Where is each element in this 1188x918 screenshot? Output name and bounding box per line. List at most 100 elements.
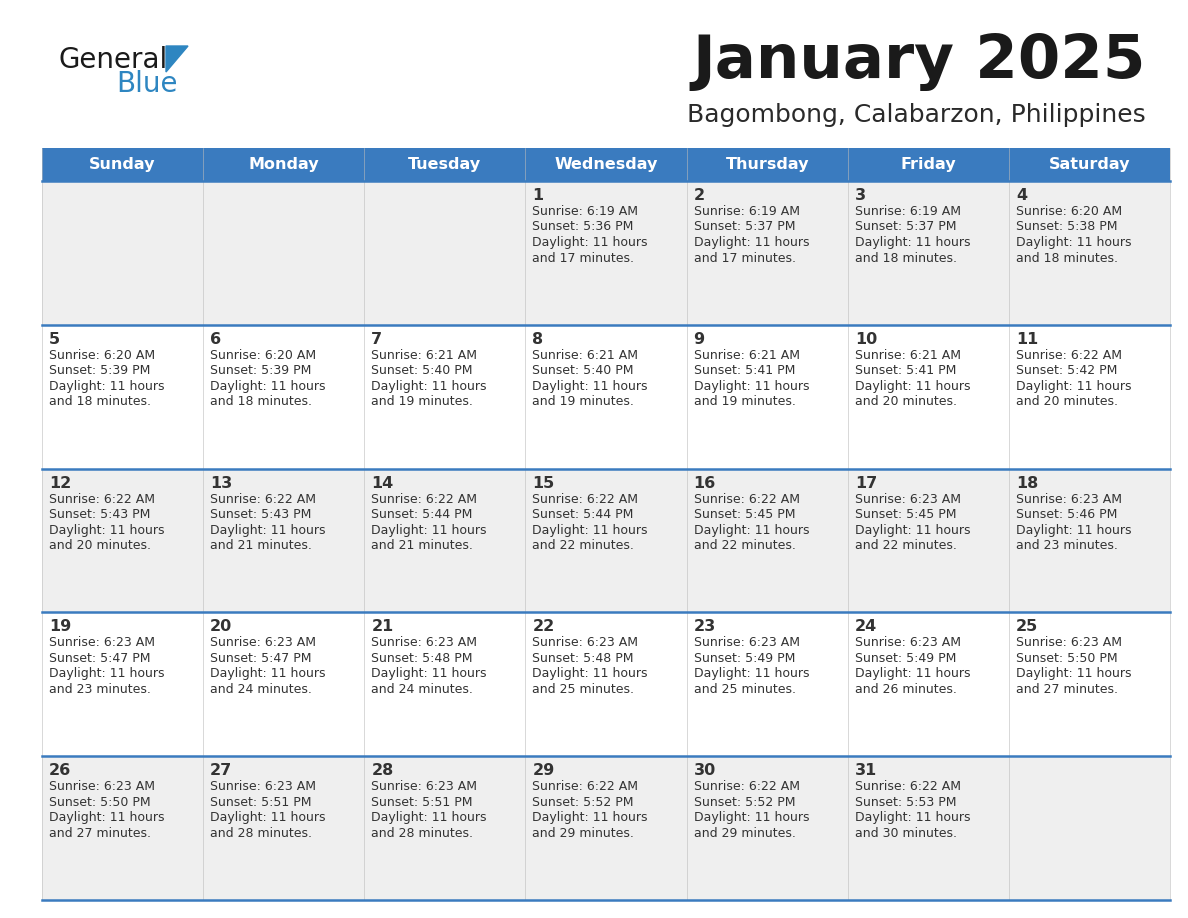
Text: 19: 19 xyxy=(49,620,71,634)
Text: Sunrise: 6:23 AM: Sunrise: 6:23 AM xyxy=(854,493,961,506)
Text: 6: 6 xyxy=(210,331,221,347)
Text: Daylight: 11 hours: Daylight: 11 hours xyxy=(210,523,326,537)
Text: Sunrise: 6:23 AM: Sunrise: 6:23 AM xyxy=(694,636,800,649)
Bar xyxy=(365,148,525,181)
Bar xyxy=(42,148,203,181)
Text: Daylight: 11 hours: Daylight: 11 hours xyxy=(532,380,647,393)
Text: Sunset: 5:51 PM: Sunset: 5:51 PM xyxy=(372,796,473,809)
Text: Sunrise: 6:19 AM: Sunrise: 6:19 AM xyxy=(532,205,638,218)
Text: Sunrise: 6:23 AM: Sunrise: 6:23 AM xyxy=(1016,636,1121,649)
Text: and 20 minutes.: and 20 minutes. xyxy=(854,396,956,409)
Bar xyxy=(525,612,687,756)
Text: and 24 minutes.: and 24 minutes. xyxy=(372,683,473,696)
Text: Sunrise: 6:21 AM: Sunrise: 6:21 AM xyxy=(532,349,638,362)
Text: 12: 12 xyxy=(49,476,71,490)
Text: Sunrise: 6:20 AM: Sunrise: 6:20 AM xyxy=(1016,205,1121,218)
Text: Blue: Blue xyxy=(116,70,177,98)
Text: Sunrise: 6:23 AM: Sunrise: 6:23 AM xyxy=(532,636,638,649)
Text: Tuesday: Tuesday xyxy=(409,157,481,172)
Bar xyxy=(848,148,1009,181)
Text: Sunrise: 6:23 AM: Sunrise: 6:23 AM xyxy=(49,636,154,649)
Bar xyxy=(525,181,687,325)
Text: and 19 minutes.: and 19 minutes. xyxy=(372,396,473,409)
Polygon shape xyxy=(166,46,188,72)
Text: Sunrise: 6:23 AM: Sunrise: 6:23 AM xyxy=(210,780,316,793)
Text: Daylight: 11 hours: Daylight: 11 hours xyxy=(210,812,326,824)
Text: Sunrise: 6:21 AM: Sunrise: 6:21 AM xyxy=(372,349,478,362)
Text: and 26 minutes.: and 26 minutes. xyxy=(854,683,956,696)
Text: 22: 22 xyxy=(532,620,555,634)
Text: 17: 17 xyxy=(854,476,877,490)
Bar xyxy=(687,612,848,756)
Text: and 29 minutes.: and 29 minutes. xyxy=(694,827,796,840)
Text: Wednesday: Wednesday xyxy=(555,157,658,172)
Text: Daylight: 11 hours: Daylight: 11 hours xyxy=(49,812,164,824)
Text: Sunrise: 6:22 AM: Sunrise: 6:22 AM xyxy=(532,780,638,793)
Text: Sunset: 5:52 PM: Sunset: 5:52 PM xyxy=(694,796,795,809)
Text: Sunrise: 6:22 AM: Sunrise: 6:22 AM xyxy=(854,780,961,793)
Text: 5: 5 xyxy=(49,331,61,347)
Text: Sunrise: 6:20 AM: Sunrise: 6:20 AM xyxy=(210,349,316,362)
Text: Bagombong, Calabarzon, Philippines: Bagombong, Calabarzon, Philippines xyxy=(687,103,1146,127)
Text: Daylight: 11 hours: Daylight: 11 hours xyxy=(694,380,809,393)
Bar xyxy=(203,468,365,612)
Text: and 18 minutes.: and 18 minutes. xyxy=(1016,252,1118,264)
Text: Daylight: 11 hours: Daylight: 11 hours xyxy=(210,667,326,680)
Text: and 28 minutes.: and 28 minutes. xyxy=(372,827,473,840)
Text: 30: 30 xyxy=(694,763,716,778)
Text: Daylight: 11 hours: Daylight: 11 hours xyxy=(694,812,809,824)
Text: Daylight: 11 hours: Daylight: 11 hours xyxy=(532,812,647,824)
Text: 8: 8 xyxy=(532,331,544,347)
Text: 24: 24 xyxy=(854,620,877,634)
Text: Daylight: 11 hours: Daylight: 11 hours xyxy=(372,380,487,393)
Bar xyxy=(1009,468,1170,612)
Text: Sunrise: 6:22 AM: Sunrise: 6:22 AM xyxy=(1016,349,1121,362)
Text: and 21 minutes.: and 21 minutes. xyxy=(372,539,473,552)
Text: Sunset: 5:40 PM: Sunset: 5:40 PM xyxy=(532,364,634,377)
Text: 9: 9 xyxy=(694,331,704,347)
Text: 21: 21 xyxy=(372,620,393,634)
Text: Sunset: 5:45 PM: Sunset: 5:45 PM xyxy=(694,508,795,521)
Bar xyxy=(365,181,525,325)
Bar xyxy=(42,468,203,612)
Text: Sunset: 5:47 PM: Sunset: 5:47 PM xyxy=(210,652,311,665)
Text: Daylight: 11 hours: Daylight: 11 hours xyxy=(532,236,647,249)
Text: Sunrise: 6:21 AM: Sunrise: 6:21 AM xyxy=(694,349,800,362)
Text: Daylight: 11 hours: Daylight: 11 hours xyxy=(854,667,971,680)
Text: Sunrise: 6:19 AM: Sunrise: 6:19 AM xyxy=(694,205,800,218)
Bar xyxy=(848,612,1009,756)
Bar xyxy=(203,148,365,181)
Text: Sunset: 5:41 PM: Sunset: 5:41 PM xyxy=(694,364,795,377)
Text: Daylight: 11 hours: Daylight: 11 hours xyxy=(372,667,487,680)
Bar xyxy=(365,612,525,756)
Text: and 29 minutes.: and 29 minutes. xyxy=(532,827,634,840)
Text: 29: 29 xyxy=(532,763,555,778)
Text: Daylight: 11 hours: Daylight: 11 hours xyxy=(49,380,164,393)
Text: Daylight: 11 hours: Daylight: 11 hours xyxy=(49,523,164,537)
Text: Sunrise: 6:23 AM: Sunrise: 6:23 AM xyxy=(49,780,154,793)
Text: and 20 minutes.: and 20 minutes. xyxy=(49,539,151,552)
Text: and 23 minutes.: and 23 minutes. xyxy=(49,683,151,696)
Text: 27: 27 xyxy=(210,763,233,778)
Text: and 27 minutes.: and 27 minutes. xyxy=(49,827,151,840)
Text: Sunset: 5:45 PM: Sunset: 5:45 PM xyxy=(854,508,956,521)
Text: Monday: Monday xyxy=(248,157,320,172)
Text: 10: 10 xyxy=(854,331,877,347)
Text: and 25 minutes.: and 25 minutes. xyxy=(532,683,634,696)
Text: and 20 minutes.: and 20 minutes. xyxy=(1016,396,1118,409)
Text: and 27 minutes.: and 27 minutes. xyxy=(1016,683,1118,696)
Text: 1: 1 xyxy=(532,188,544,203)
Bar xyxy=(1009,612,1170,756)
Bar xyxy=(203,325,365,468)
Text: 15: 15 xyxy=(532,476,555,490)
Text: Daylight: 11 hours: Daylight: 11 hours xyxy=(1016,667,1131,680)
Text: and 17 minutes.: and 17 minutes. xyxy=(694,252,796,264)
Text: Daylight: 11 hours: Daylight: 11 hours xyxy=(694,667,809,680)
Text: Sunset: 5:44 PM: Sunset: 5:44 PM xyxy=(372,508,473,521)
Bar xyxy=(687,468,848,612)
Text: Sunset: 5:44 PM: Sunset: 5:44 PM xyxy=(532,508,634,521)
Text: Sunset: 5:48 PM: Sunset: 5:48 PM xyxy=(372,652,473,665)
Text: Sunset: 5:37 PM: Sunset: 5:37 PM xyxy=(854,220,956,233)
Text: and 30 minutes.: and 30 minutes. xyxy=(854,827,956,840)
Bar xyxy=(42,325,203,468)
